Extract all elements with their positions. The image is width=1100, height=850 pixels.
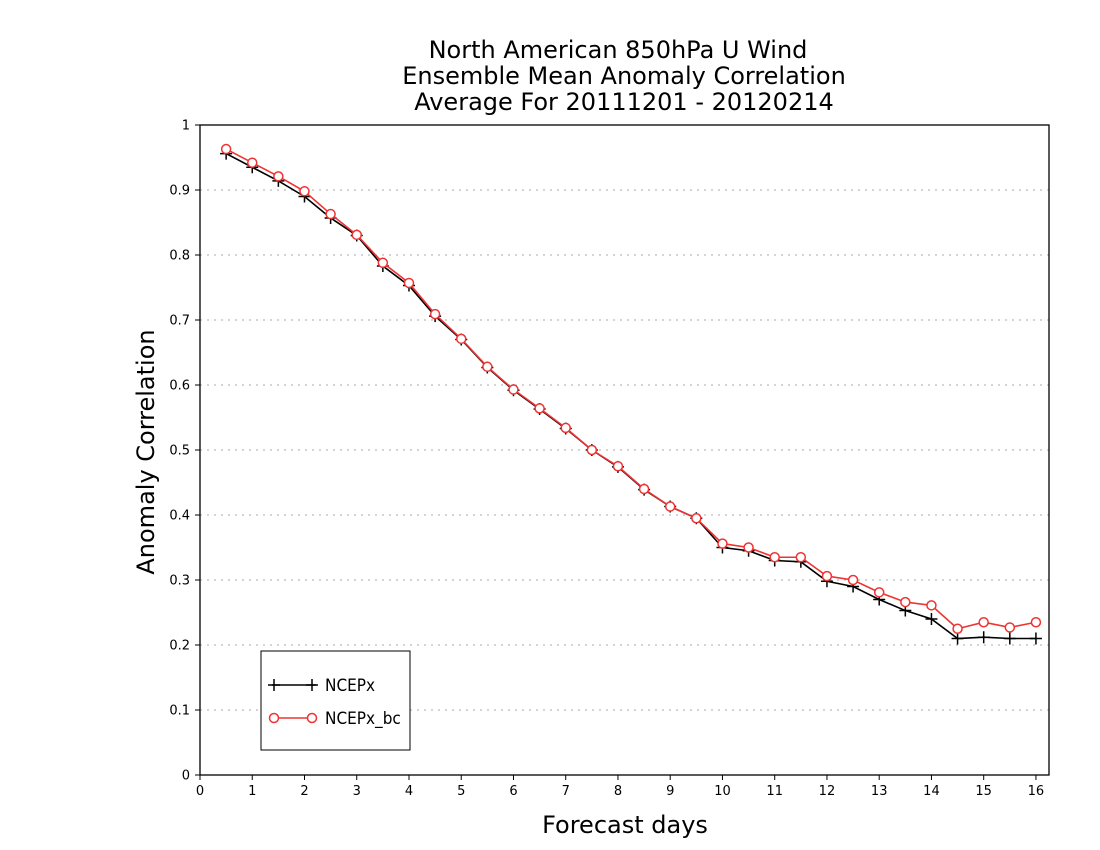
y-tick-label: 0.1 [169,704,190,719]
chart-title: North American 850hPa U Wind Ensemble Me… [402,36,846,116]
x-tick-label: 13 [871,784,888,799]
data-point [482,361,493,373]
data-point [377,257,389,269]
data-point [299,186,310,197]
data-point [925,613,938,625]
x-tick-label: 5 [457,784,465,799]
data-point [691,513,702,524]
x-tick-label: 6 [509,784,517,799]
series-line [225,152,1036,640]
x-axis: 0 1 2 3 4 5 6 7 8 9 10 11 12 13 14 15 16 [196,775,1044,799]
y-axis-title: Anomaly Correlation [132,329,160,574]
legend-items: NCEPx NCEPx_bc [268,676,401,729]
legend-marker [268,712,280,724]
y-axis: 0 0.1 0.2 0.3 0.4 0.5 0.6 0.7 0.8 0.9 1 [169,119,200,784]
y-tick-label: 0.9 [169,184,190,199]
x-tick-label: 4 [405,784,413,799]
data-point [351,229,362,241]
x-axis-title: Forecast days [542,811,708,839]
data-point [246,157,258,168]
data-point [977,631,990,644]
x-tick-label: 11 [766,784,783,799]
chart-title-line-2: Ensemble Mean Anomaly Correlation [402,62,846,90]
chart-title-line-1: North American 850hPa U Wind [429,36,808,64]
x-tick-label: 10 [714,784,731,799]
data-point [1004,622,1016,633]
data-point [508,384,519,395]
data-point [847,574,859,586]
data-point [455,333,467,345]
data-point [612,461,624,472]
data-point [429,308,441,320]
legend: NCEPx NCEPx_bc [260,650,411,751]
data-point [273,171,284,182]
data-point [978,617,989,628]
legend-label: NCEPx_bc [325,709,401,729]
x-tick-label: 16 [1028,784,1045,799]
data-point [743,542,754,553]
data-point [1029,632,1042,645]
series-line [225,148,1037,630]
x-tick-label: 3 [353,784,361,799]
x-tick-label: 7 [562,784,570,799]
series-NCEPx_bc [220,143,1042,634]
y-tick-label: 0.5 [169,444,190,459]
data-point [795,552,807,563]
data-point [873,587,885,598]
data-point [717,538,728,549]
y-tick-label: 0.6 [169,379,190,394]
y-tick-label: 0.3 [169,574,190,589]
gridlines [200,189,1049,711]
data-point [403,277,415,289]
data-point [769,552,780,563]
y-tick-label: 0.4 [169,509,190,524]
data-point [821,570,833,582]
x-tick-label: 0 [196,784,204,799]
series-NCEPx [220,147,1042,645]
legend-item: NCEPx_bc [268,709,401,729]
data-point [664,501,676,512]
data-point [560,422,571,434]
y-tick-label: 0 [182,769,190,784]
data-point [900,596,911,608]
x-tick-label: 1 [248,784,256,799]
x-tick-label: 9 [666,784,674,799]
legend-marker [306,712,318,724]
data-point [1030,617,1042,628]
x-tick-label: 15 [975,784,992,799]
legend-marker [306,679,318,691]
data-point [951,632,964,645]
data-point [534,403,545,414]
data-point [1003,632,1016,645]
data-point [586,444,598,456]
y-tick-label: 0.7 [169,314,190,329]
data-point [926,600,937,611]
legend-marker [268,679,280,691]
x-tick-label: 2 [300,784,308,799]
legend-label: NCEPx [325,676,375,696]
x-tick-label: 8 [614,784,622,799]
x-tick-label: 14 [923,784,940,799]
chart-title-line-3: Average For 20111201 - 20120214 [414,88,834,116]
legend-box [260,650,411,751]
y-tick-label: 0.8 [169,249,190,264]
legend-item: NCEPx [268,676,375,696]
y-tick-label: 0.2 [169,639,190,654]
data-point [952,623,963,634]
data-point [220,143,232,155]
data-point [638,483,650,495]
y-tick-label: 1 [182,119,190,134]
x-tick-label: 12 [819,784,836,799]
series-layer [220,143,1042,645]
data-point [325,208,336,220]
